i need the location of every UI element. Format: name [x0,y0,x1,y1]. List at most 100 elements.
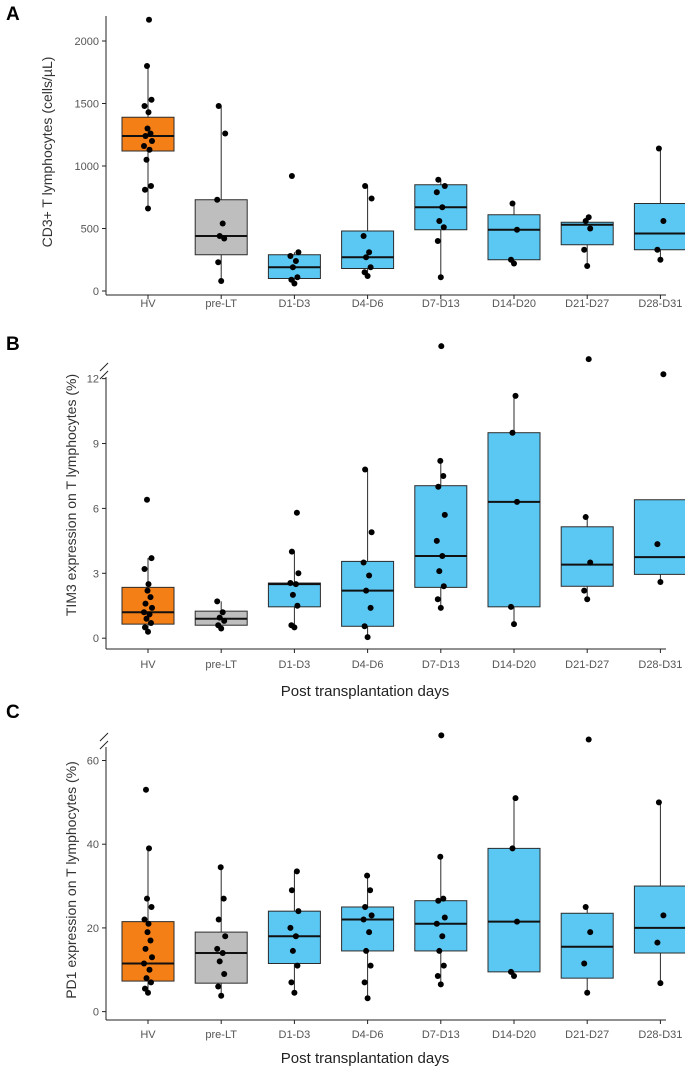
data-point [215,103,222,109]
panel-c-y-tick-label: 60 [87,755,99,767]
data-point [288,173,295,179]
data-point [508,968,514,975]
data-point [222,130,229,137]
data-point [657,578,664,585]
data-point [440,224,447,231]
panel-c-x-tick-label: D14-D20 [492,1029,536,1041]
panel-c-y-tick-label: 40 [87,839,99,851]
data-point [293,868,300,875]
panel-c-box-d7-d13 [414,732,468,988]
data-point [143,786,149,793]
panel-c-letter: C [6,702,20,723]
box-iqr [341,906,395,952]
data-point [148,183,154,189]
panel-c-x-tick-label: D1-D3 [279,1029,311,1041]
panel-b-box-d1-d3 [267,509,321,631]
data-point [141,103,148,109]
data-point [149,604,155,611]
data-point [145,109,152,116]
data-point [657,256,664,263]
data-point [360,916,367,923]
data-point [585,356,592,363]
data-point [360,233,367,239]
panel-b-y-tick-label: 12 [87,374,99,386]
data-point [584,263,591,269]
data-point [439,552,446,559]
data-point [364,634,371,641]
data-point [581,587,588,594]
panel-b-box-d4-d6 [341,466,395,641]
data-point [142,985,148,992]
data-point [294,602,301,609]
data-point [141,916,148,923]
data-point [289,591,296,598]
data-point [146,611,153,618]
data-point [216,958,223,965]
data-point [440,895,447,902]
data-point [435,897,442,904]
data-point [362,903,369,910]
data-point [433,189,440,196]
panel-a-x-tick-label: pre-LT [205,298,237,310]
data-point [287,924,294,931]
data-point [585,214,592,221]
data-point [368,529,375,536]
data-point [220,895,227,902]
panel-a-box-d7-d13 [414,176,468,281]
panel-c-y-tick-label: 0 [93,1007,99,1019]
data-point [142,624,148,631]
box-iqr [194,199,248,256]
panel-c-x-axis-label: Post transplantation days [281,1050,449,1067]
data-point [584,596,591,603]
panel-b-box-d21-d27 [560,356,614,603]
data-point [146,845,152,852]
panel-c-x-tick-label: D7-D13 [422,1029,460,1041]
box-iqr [194,931,248,984]
box-iqr [560,912,614,979]
panel-b-box-hv [121,496,175,635]
panel-b-x-tick-label: D4-D6 [352,659,384,671]
data-point [368,195,375,202]
data-point [292,258,299,264]
data-point [654,541,661,548]
data-point [216,233,223,239]
data-point [654,246,661,253]
data-point [294,274,301,281]
data-point [511,973,517,980]
data-point [361,269,368,276]
data-point [219,609,226,616]
data-point [441,511,448,518]
data-point [145,628,151,635]
panel-a-box-d21-d27 [560,214,614,269]
panel-b-box-pre-lt [194,598,248,632]
data-point [287,580,294,587]
panel-b-y-tick-label: 6 [93,503,99,515]
data-point [582,903,589,910]
panel-a-box-pre-lt [194,103,248,284]
data-point [146,16,152,23]
data-point [436,947,443,954]
panel-b-x-tick-label: D7-D13 [422,659,460,671]
data-point [660,371,667,378]
data-point [147,594,154,601]
panel-a-letter: A [6,4,20,25]
data-point [440,472,447,479]
data-point [221,617,228,624]
data-point [440,583,447,590]
data-point [295,249,302,256]
data-point [581,246,588,253]
box-iqr [487,847,541,973]
data-point [143,975,150,982]
panel-a-x-tick-label: D21-D27 [565,298,609,310]
data-point [587,929,594,936]
data-point [367,962,374,969]
panel-a-y-axis-label: CD3+ T lymphocytes (cells/µL) [39,57,55,248]
panel-a-x-tick-label: D28-D31 [638,298,682,310]
panel-a-x-tick-label: HV [140,298,156,310]
panel-c-y-axis-label: PD1 expression on T lymphocytes (%) [63,761,79,999]
panel-a-y-tick-label: 2000 [75,36,99,48]
data-point [219,220,226,227]
panel-a-x-tick-label: D7-D13 [422,298,460,310]
panel-b-y-tick-label: 0 [93,633,99,645]
panel-c-x-tick-label: D28-D31 [638,1029,682,1041]
